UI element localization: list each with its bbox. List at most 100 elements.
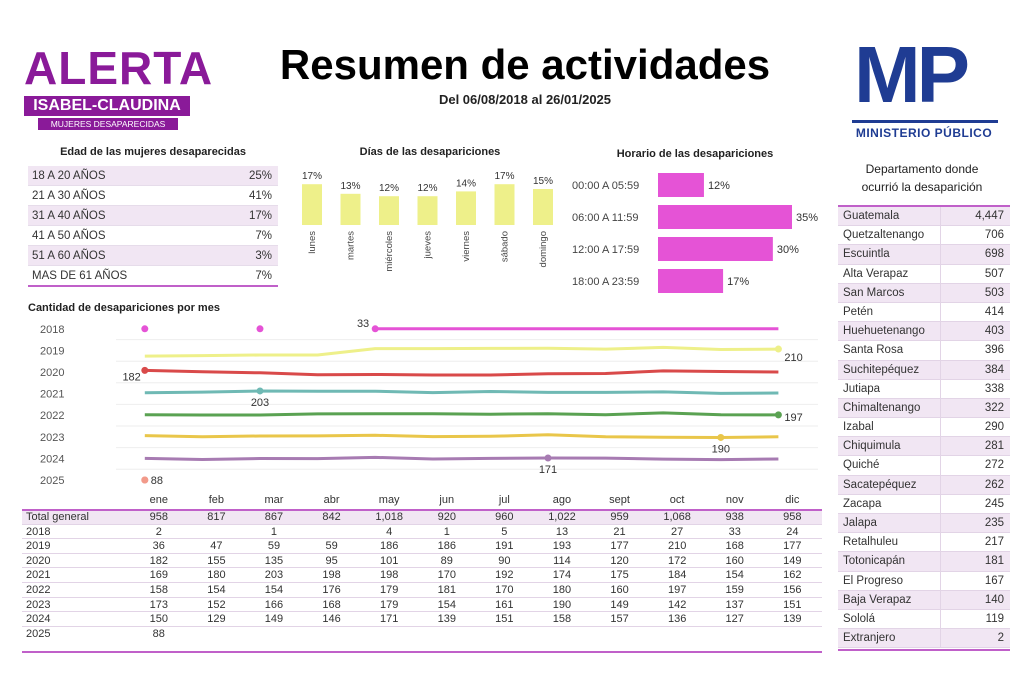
dept-table-top-divider [838, 205, 1010, 207]
day-bar-value: 12% [417, 183, 437, 194]
table-cell: 137 [725, 598, 744, 611]
dept-column-separator [940, 341, 941, 360]
table-cell: 160 [610, 583, 629, 596]
dept-table: Guatemala 4,447 Quetzaltenango 706 Escuintla… [838, 207, 1010, 649]
series-label-marker [544, 454, 552, 462]
table-cell [303, 627, 361, 641]
dept-value: 698 [984, 248, 1004, 261]
table-cell: 151 [783, 598, 802, 611]
age-table-divider [28, 285, 278, 287]
series-value-label: 33 [357, 318, 369, 330]
table-cell: 149 [783, 554, 802, 567]
age-label: 31 A 40 AÑOS [32, 210, 106, 222]
age-row: 18 A 20 AÑOS 25% [28, 166, 278, 186]
page-title: Resumen de actividades [279, 41, 771, 88]
table-cell: 89 [440, 554, 453, 567]
table-cell [418, 627, 476, 641]
dept-value: 396 [984, 344, 1004, 357]
dept-value: 281 [984, 440, 1004, 453]
table-cell: 135 [264, 554, 284, 567]
day-bar [302, 184, 322, 225]
table-cell: 170 [495, 583, 514, 596]
series-label-marker [774, 411, 782, 419]
table-cell: 182 [149, 554, 168, 567]
series-line [144, 433, 779, 439]
dept-name: San Marcos [843, 286, 905, 299]
dept-row: Baja Verapaz 140 [838, 590, 1010, 610]
dept-value: 338 [984, 382, 1004, 395]
hour-bar-value: 12% [708, 180, 730, 192]
day-bar [417, 196, 438, 225]
table-cell: 198 [379, 569, 399, 582]
table-cell: 959 [610, 511, 629, 523]
hour-axis-label: 18:00 A 23:59 [572, 276, 639, 288]
monthly-table-row: 2018 2 1 4 1 5 13 21 27 33 24 [22, 523, 822, 539]
series-value-label: 210 [784, 352, 802, 364]
dept-column-separator [940, 494, 941, 513]
dept-value: 4,447 [975, 210, 1004, 222]
day-axis-label: sábado [500, 231, 511, 262]
dept-row: Retalhuleu 217 [838, 533, 1010, 553]
hour-axis-label: 12:00 A 17:59 [572, 244, 639, 256]
series-line [144, 389, 779, 395]
hours-chart-title: Horario de las desapariciones [616, 148, 774, 160]
month-header: jun [439, 494, 455, 506]
dept-column-separator [940, 379, 941, 398]
monthly-table-row: 2022 158 154 154 176 179 181 170 180 160 197 159 156 [22, 581, 822, 597]
table-cell: 1,068 [663, 511, 691, 523]
table-cell: 1,018 [375, 511, 403, 523]
table-cell: 180 [207, 569, 226, 582]
table-cell [245, 627, 303, 641]
table-cell: 136 [667, 613, 687, 626]
dept-value: 2 [997, 632, 1004, 645]
monthly-table-corner [22, 492, 130, 509]
year-axis-label: 2020 [40, 367, 64, 379]
dept-row: El Progreso 167 [838, 571, 1010, 591]
table-cell: 149 [610, 598, 629, 611]
month-header: nov [725, 494, 744, 506]
series-label-marker [141, 476, 149, 484]
dept-name: Sololá [843, 612, 875, 625]
year-axis-label: 2024 [40, 453, 64, 465]
dept-row: Quiché 272 [838, 456, 1010, 476]
table-cell: 101 [379, 554, 399, 567]
day-bar [379, 196, 399, 225]
days-chart-title: Días de las desapariciones [359, 146, 501, 158]
month-header: ene [149, 494, 168, 506]
table-cell: 24 [786, 525, 799, 538]
dept-row: San Marcos 503 [838, 283, 1010, 303]
table-cell: 162 [783, 569, 802, 582]
monthly-table-row: Total general 958 817 867 842 1,018 920 960 1,02… [22, 509, 822, 524]
hour-bar [658, 269, 724, 293]
table-cell: 129 [207, 613, 226, 626]
table-cell: 13 [555, 525, 569, 538]
table-cell: 154 [264, 583, 284, 596]
dept-column-separator [940, 437, 941, 456]
series-point [141, 325, 149, 333]
age-label: 21 A 30 AÑOS [32, 190, 106, 202]
table-cell: 127 [725, 613, 744, 626]
table-cell: 120 [610, 554, 629, 567]
day-axis-label: jueves [423, 231, 434, 260]
mp-divider [852, 120, 998, 123]
table-cell: 180 [552, 583, 572, 596]
logo-word: ALERTA [24, 42, 214, 94]
dept-value: 272 [984, 459, 1004, 472]
table-cell: 186 [379, 540, 399, 553]
dept-row: Extranjero 2 [838, 629, 1010, 649]
dept-name: Extranjero [843, 632, 896, 645]
dept-value: 322 [984, 401, 1004, 414]
dept-row: Santa Rosa 396 [838, 341, 1010, 361]
table-cell: 197 [667, 583, 687, 596]
dept-title-line1: Departamento donde [865, 162, 979, 176]
hour-bar-value: 30% [777, 244, 799, 256]
table-cell: 33 [728, 525, 741, 538]
dept-title-line2: ocurrió la desaparición [861, 180, 983, 194]
age-value: 25% [248, 170, 272, 182]
age-row: 21 A 30 AÑOS 41% [28, 186, 278, 206]
table-cell: 184 [667, 569, 687, 582]
dept-row: Zacapa 245 [838, 494, 1010, 514]
dept-value: 181 [984, 555, 1004, 568]
series-label-marker [774, 345, 782, 353]
table-cell: 139 [437, 613, 456, 626]
